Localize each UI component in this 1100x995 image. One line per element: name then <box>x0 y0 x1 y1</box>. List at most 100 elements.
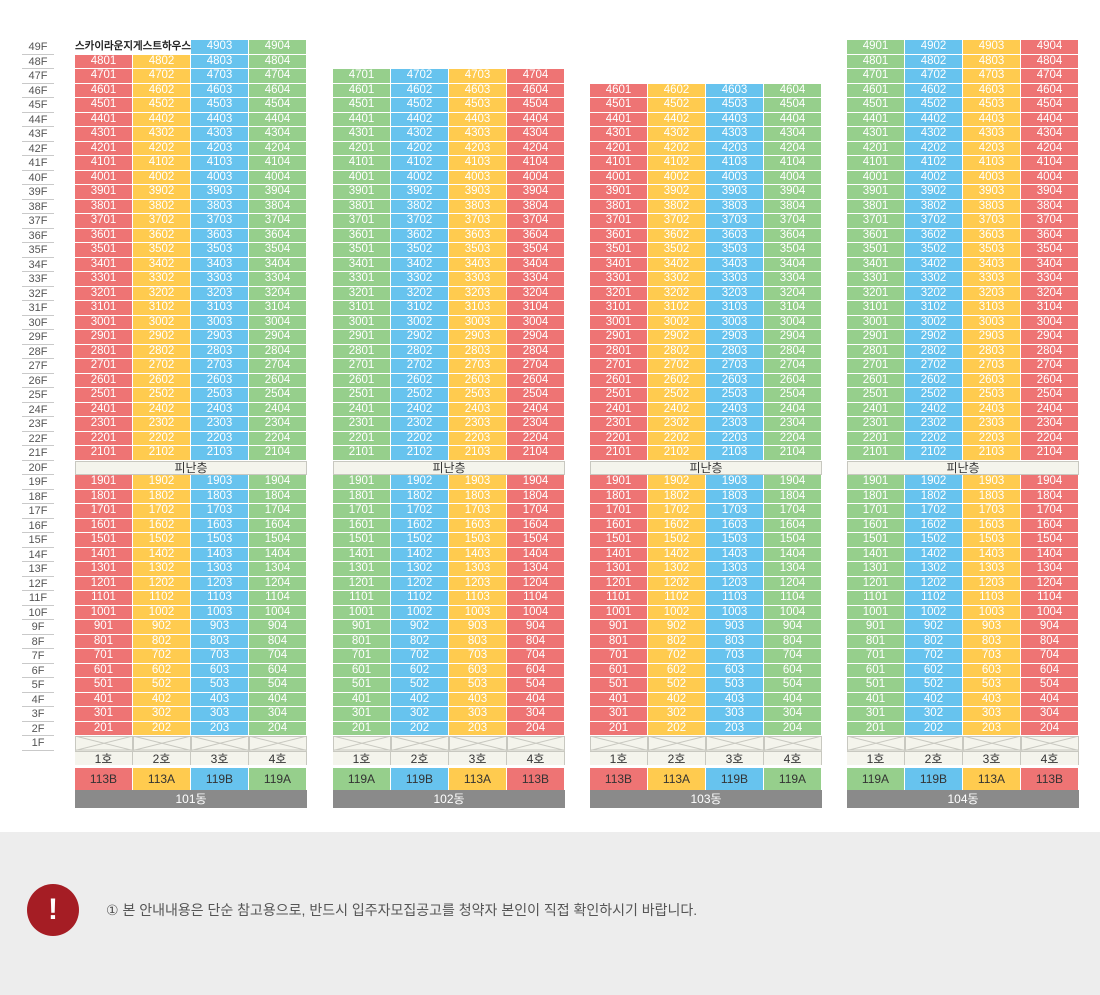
unit-cell: 2601 <box>590 373 648 388</box>
unit-cell: 4103 <box>191 156 249 171</box>
unit-cell: 2303 <box>706 417 764 432</box>
ho-label: 3호 <box>963 750 1021 765</box>
unit-cell: 201 <box>590 721 648 736</box>
unit-cell: 1701 <box>847 504 905 519</box>
unit-cell: 3902 <box>648 185 706 200</box>
unit-cell: 4404 <box>764 112 822 127</box>
unit-cell: 1002 <box>648 605 706 620</box>
unit-cell: 4201 <box>847 141 905 156</box>
unit-cell: 4404 <box>249 112 307 127</box>
unit-cell: 4702 <box>391 69 449 84</box>
unit-cell: 403 <box>191 692 249 707</box>
unit-cell: 4004 <box>1021 170 1079 185</box>
unit-cell: 601 <box>333 663 391 678</box>
ho-label: 2호 <box>905 750 963 765</box>
unit-cell: 3102 <box>133 301 191 316</box>
unit-cell: 701 <box>75 649 133 664</box>
unit-cell: 1302 <box>648 562 706 577</box>
refuge-floor: 피난층 <box>333 460 565 475</box>
unit-cell: 4601 <box>75 83 133 98</box>
unit-cell: 2804 <box>1021 344 1079 359</box>
floor-label: 8F <box>22 635 54 649</box>
unit-cell: 2402 <box>905 402 963 417</box>
unit-cell: 3501 <box>333 243 391 258</box>
unit-cell: 1703 <box>449 504 507 519</box>
floor-label: 46F <box>22 84 54 98</box>
floor-label: 26F <box>22 374 54 388</box>
unit-cell: 1903 <box>449 475 507 490</box>
unit-cell: 4301 <box>333 127 391 142</box>
unit-cell: 1502 <box>391 533 449 548</box>
unit-cell: 404 <box>1021 692 1079 707</box>
unit-cell: 1302 <box>905 562 963 577</box>
unit-cell: 4202 <box>648 141 706 156</box>
unit-cell: 1804 <box>764 489 822 504</box>
unit-cell: 1004 <box>764 605 822 620</box>
unit-cell: 401 <box>75 692 133 707</box>
unit-cell: 4601 <box>590 83 648 98</box>
unit-cell: 1703 <box>706 504 764 519</box>
unit-cell: 3603 <box>191 228 249 243</box>
unit-cell: 4402 <box>391 112 449 127</box>
unit-cell: 4902 <box>905 40 963 55</box>
unit-cell: 4301 <box>590 127 648 142</box>
unit-cell: 2301 <box>590 417 648 432</box>
unit-cell: 902 <box>391 620 449 635</box>
unit-cell: 502 <box>905 678 963 693</box>
ho-label: 2호 <box>648 750 706 765</box>
unit-cell: 2504 <box>764 388 822 403</box>
unit-cell: 2602 <box>133 373 191 388</box>
unit-cell: 3703 <box>191 214 249 229</box>
unit-cell: 2101 <box>333 446 391 461</box>
unit-cell: 2402 <box>391 402 449 417</box>
unit-cell: 2904 <box>1021 330 1079 345</box>
unit-cell: 4004 <box>249 170 307 185</box>
unit-cell: 3102 <box>648 301 706 316</box>
unit-cell: 701 <box>590 649 648 664</box>
unit-cell: 1603 <box>706 518 764 533</box>
unit-cell: 303 <box>449 707 507 722</box>
unit-cell: 3903 <box>706 185 764 200</box>
unit-cell: 1703 <box>191 504 249 519</box>
unit-cell: 3901 <box>333 185 391 200</box>
unit-cell: 4204 <box>507 141 565 156</box>
unit-cell: 202 <box>133 721 191 736</box>
unit-cell: 1004 <box>507 605 565 620</box>
ho-label: 4호 <box>249 750 307 765</box>
unit-cell: 3603 <box>449 228 507 243</box>
unit-cell: 4102 <box>391 156 449 171</box>
unit-cell: 1503 <box>191 533 249 548</box>
unit-cell: 4904 <box>1021 40 1079 55</box>
unit-cell: 1902 <box>648 475 706 490</box>
unit-cell: 3801 <box>75 199 133 214</box>
unit-cell: 3501 <box>590 243 648 258</box>
unit-cell: 3404 <box>764 257 822 272</box>
unit-cell: 703 <box>449 649 507 664</box>
unit-cell: 604 <box>764 663 822 678</box>
unit-cell: 1501 <box>333 533 391 548</box>
unit-cell: 1001 <box>75 605 133 620</box>
ho-label: 4호 <box>764 750 822 765</box>
unit-cell: 3003 <box>706 315 764 330</box>
unit-cell: 3104 <box>1021 301 1079 316</box>
unit-cell: 4802 <box>905 54 963 69</box>
unit-cell: 702 <box>905 649 963 664</box>
ho-label: 3호 <box>191 750 249 765</box>
unit-cell: 203 <box>191 721 249 736</box>
unit-cell: 1701 <box>333 504 391 519</box>
unit-cell: 4601 <box>847 83 905 98</box>
unit-cell: 3403 <box>963 257 1021 272</box>
unit-cell: 4102 <box>133 156 191 171</box>
unit-type-label: 113A <box>449 768 507 790</box>
unit-cell: 2401 <box>75 402 133 417</box>
unit-cell: 3704 <box>1021 214 1079 229</box>
unit-cell: 1503 <box>706 533 764 548</box>
unit-cell: 4201 <box>590 141 648 156</box>
unit-cell: 2503 <box>963 388 1021 403</box>
unit-cell: 2904 <box>507 330 565 345</box>
unit-cell: 3903 <box>191 185 249 200</box>
unit-cell: 2101 <box>590 446 648 461</box>
unit-cell: 4501 <box>847 98 905 113</box>
unit-cell: 1204 <box>1021 576 1079 591</box>
unit-cell: 2801 <box>333 344 391 359</box>
